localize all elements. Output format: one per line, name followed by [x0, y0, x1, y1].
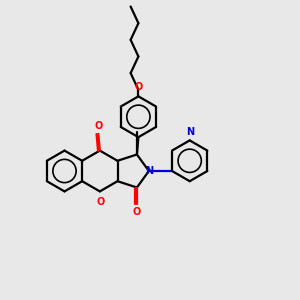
Text: O: O: [135, 82, 143, 92]
Text: O: O: [96, 197, 105, 207]
Text: N: N: [145, 166, 153, 176]
Text: O: O: [133, 207, 141, 217]
Text: O: O: [94, 122, 103, 131]
Text: N: N: [186, 127, 194, 137]
